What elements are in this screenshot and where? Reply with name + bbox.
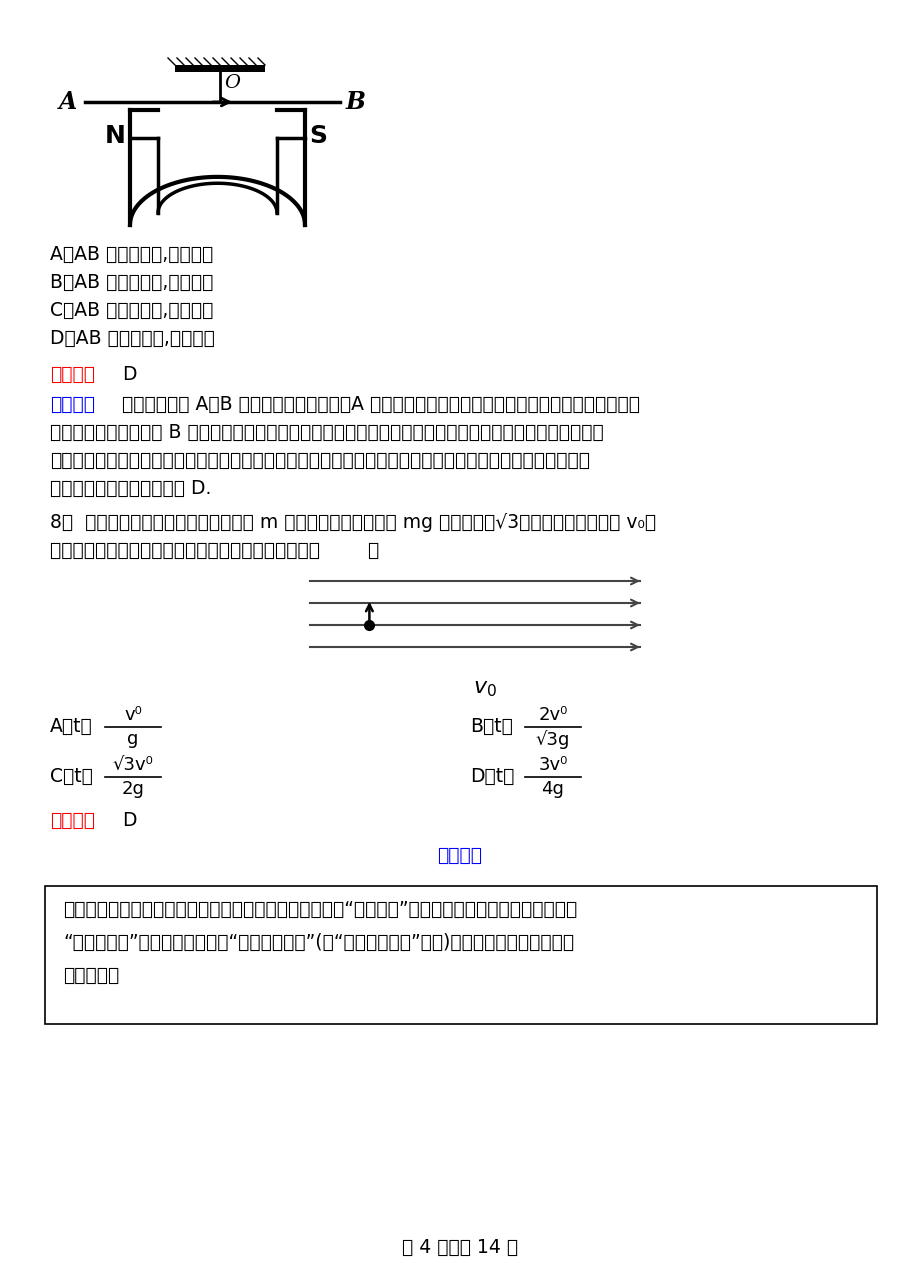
Text: A．AB 顺时针转动,张力变大: A．AB 顺时针转动,张力变大 [50,244,213,264]
Text: 处导线受力向外，同理 B 处电流元受安培力向里，所以从上向下看，导线逆时针转动，同时，由于导线转动，: 处导线受力向外，同理 B 处电流元受安培力向里，所以从上向下看，导线逆时针转动，… [50,423,603,442]
Text: D．AB 逆时针转动,张力变大: D．AB 逆时针转动,张力变大 [50,328,215,348]
Text: 3v⁰: 3v⁰ [538,756,567,774]
Text: 【名师解析】用等效法求解：将所受重力和电场力等效为“新的重力”．质点在场中做类斜抛运动，到达: 【名师解析】用等效法求解：将所受重力和电场力等效为“新的重力”．质点在场中做类斜… [62,900,576,919]
Text: √3v⁰: √3v⁰ [112,756,153,774]
Text: N: N [105,123,126,148]
Text: 所以电流在垂直纸面方向有了投影，对于此有效长度来说，磁感线是向右穿过导线，再根据左手定则可判定导: 所以电流在垂直纸面方向有了投影，对于此有效长度来说，磁感线是向右穿过导线，再根据… [50,451,589,470]
Text: 直向上抛出，则从抛出到速度最小时所经历的时间为（        ）: 直向上抛出，则从抛出到速度最小时所经历的时间为（ ） [50,541,379,560]
Text: √3g: √3g [535,729,570,749]
Text: C．t＝: C．t＝ [50,768,93,785]
Text: 如图所示．: 如图所示． [62,966,119,985]
Text: D: D [122,365,136,384]
Bar [175,65,265,73]
Text: 【答案】: 【答案】 [50,365,95,384]
Text: 【答案】: 【答案】 [50,811,95,830]
Text: 在导线上靠近 A、B 两端各取一个电流元，A 处的电流元所在磁场向上穿过导线，根据左手定则，该: 在导线上靠近 A、B 两端各取一个电流元，A 处的电流元所在磁场向上穿过导线，根… [122,395,640,414]
Text: v⁰: v⁰ [124,707,142,724]
Text: D．t＝: D．t＝ [470,768,514,785]
Text: 【解析】: 【解析】 [50,395,95,414]
Text: B．t＝: B．t＝ [470,717,512,736]
Text: B．AB 逆时针转动,张力变小: B．AB 逆时针转动,张力变小 [50,272,213,292]
Text: $\mathit{v}_0$: $\mathit{v}_0$ [472,677,496,699]
Text: D: D [122,811,136,830]
Text: g: g [127,729,139,749]
Text: 【解析】: 【解析】 [437,847,482,864]
Text: 第 4 页，共 14 页: 第 4 页，共 14 页 [402,1239,517,1256]
Text: 线有向下运动的趋势，故选 D.: 线有向下运动的趋势，故选 D. [50,479,211,498]
Text: A．t＝: A．t＝ [50,717,93,736]
Text: S: S [309,123,326,148]
Text: “物理最高点”时，速度最小，沿“物理水平方向”(与“物理竖直方向”垂直)．该过程中速度矢量变化: “物理最高点”时，速度最小，沿“物理水平方向”(与“物理竖直方向”垂直)．该过程… [62,933,573,952]
Bar [45,886,876,1023]
Text: 4g: 4g [541,780,564,798]
Text: 2g: 2g [121,780,144,798]
Text: O: O [223,74,240,92]
Text: 8．  在水平向右的匀强电场中，质量为 m 的带正电质点所受重力 mg 是电场力的√3倍．现将其以初速度 v₀竖: 8． 在水平向右的匀强电场中，质量为 m 的带正电质点所受重力 mg 是电场力的… [50,513,655,532]
Text: B: B [346,90,366,115]
Text: 2v⁰: 2v⁰ [538,707,567,724]
Text: A: A [59,90,77,115]
Text: C．AB 顺时针转动,张力变小: C．AB 顺时针转动,张力变小 [50,300,213,320]
